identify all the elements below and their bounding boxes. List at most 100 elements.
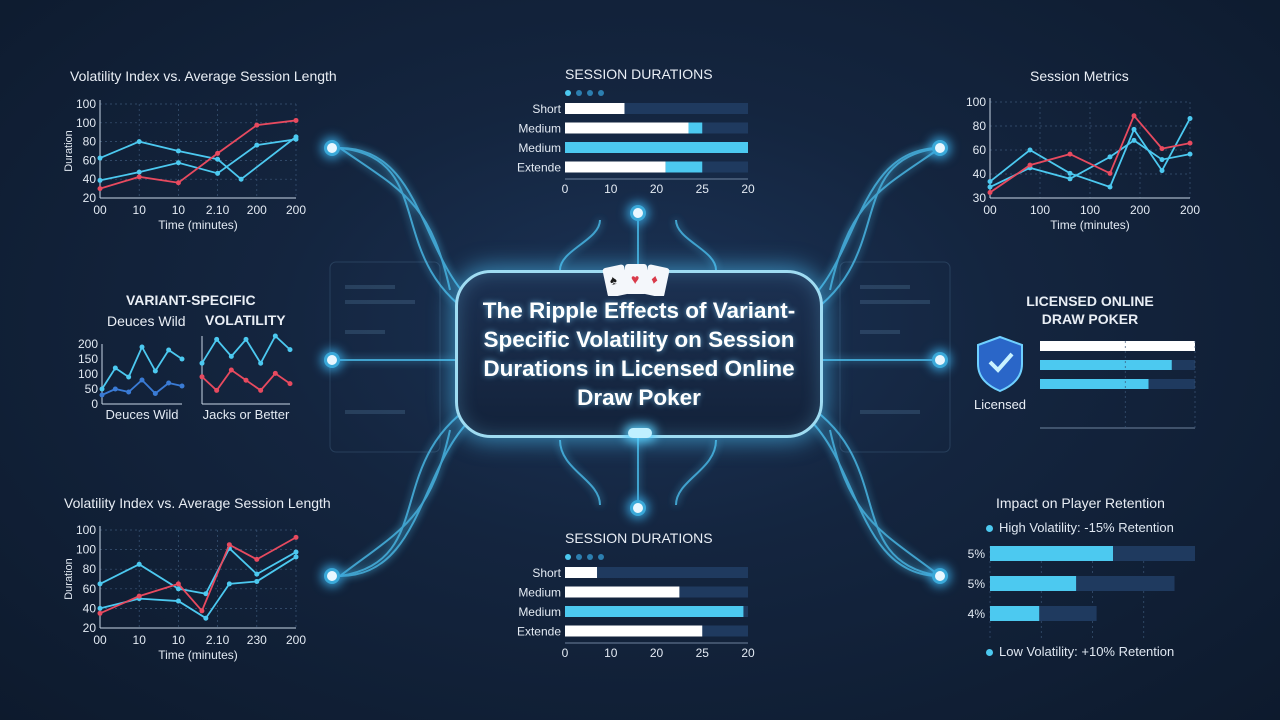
x-tick-label: 20 — [741, 182, 755, 196]
category-label: Short — [532, 102, 561, 116]
y-tick-label: 150 — [78, 352, 98, 366]
licensed-title: LICENSED ONLINE DRAW POKER — [1026, 293, 1154, 327]
category-label: Medium — [518, 605, 561, 619]
data-point — [1131, 137, 1137, 143]
y-tick-label: 30 — [973, 191, 987, 205]
x-axis-label: Time (minutes) — [158, 648, 238, 662]
data-point — [238, 176, 244, 182]
data-point — [199, 374, 205, 380]
data-point — [97, 186, 103, 192]
data-point — [214, 387, 220, 393]
chart-title: Volatility Index vs. Average Session Len… — [64, 495, 331, 511]
data-point — [175, 180, 181, 186]
data-point — [1067, 151, 1073, 157]
bar — [1040, 341, 1195, 351]
data-point — [1107, 154, 1113, 160]
x-tick-label: 0 — [562, 182, 569, 196]
data-point — [136, 169, 142, 175]
data-point — [126, 389, 132, 395]
data-point — [987, 184, 993, 190]
x-tick-label: 200 — [286, 633, 306, 647]
x-tick-label: 20 — [650, 646, 664, 660]
data-point — [203, 615, 209, 621]
data-point — [1107, 170, 1113, 176]
data-point — [287, 347, 293, 353]
x-tick-label: 0 — [1037, 433, 1044, 434]
category-label: 5% — [968, 577, 986, 591]
x-tick-label: 25 — [696, 646, 710, 660]
x-tick-label: 10 — [133, 203, 147, 217]
data-point — [228, 353, 234, 359]
connector-node — [630, 205, 646, 221]
chart-title: Impact on Player Retention — [996, 495, 1165, 511]
data-point — [97, 177, 103, 183]
bar — [565, 625, 703, 637]
x-tick-label: 2.10 — [206, 203, 230, 217]
data-point — [1187, 115, 1193, 121]
data-point — [254, 556, 260, 562]
x-tick-label: 00 — [983, 203, 997, 217]
y-tick-label: 100 — [78, 367, 98, 381]
x-tick-label: 00 — [93, 203, 107, 217]
legend-label: Low Volatility: +10% Retention — [999, 644, 1175, 659]
series-line — [99, 556, 297, 620]
data-point — [166, 380, 172, 386]
x-axis-label: Time (minutes) — [158, 218, 238, 232]
bar-track — [565, 103, 748, 114]
x-axis-label: Deuces Wild — [106, 407, 179, 422]
y-tick-label: 40 — [973, 167, 987, 181]
data-point — [136, 139, 142, 145]
data-point — [175, 160, 181, 166]
y-tick-label: 60 — [83, 582, 97, 596]
legend-dot — [986, 525, 993, 533]
svg-text:♦: ♦ — [650, 271, 660, 287]
svg-text:♠: ♠ — [608, 272, 618, 288]
category-label: Extende — [517, 625, 561, 639]
data-point — [293, 117, 299, 123]
pagination-dots — [565, 90, 604, 96]
y-tick-label: 80 — [83, 135, 97, 149]
line-chart-jacks-or-better: Jacks or Better — [199, 333, 293, 422]
data-point — [1067, 176, 1073, 182]
data-point — [112, 365, 118, 371]
x-tick-label: 200 — [247, 203, 267, 217]
data-point — [987, 190, 993, 196]
data-point — [179, 383, 185, 389]
data-point — [226, 581, 232, 587]
svg-text:♥: ♥ — [631, 271, 639, 287]
x-tick-label: 0 — [562, 646, 569, 660]
connector-node — [932, 352, 948, 368]
variant-subtitle-volatility: VOLATILITY — [205, 312, 286, 328]
chart-title: SESSION DURATIONS — [565, 66, 713, 82]
bar — [565, 567, 598, 578]
x-tick-label: 100 — [1030, 203, 1050, 217]
data-point — [203, 591, 209, 597]
bar-track — [565, 567, 748, 578]
data-point — [293, 136, 299, 142]
data-point — [179, 356, 185, 362]
data-point — [1187, 140, 1193, 146]
line-chart-volatility-bottom: 20 40 60 80 100 100 00 10 10 2.10 230 200 Time (minu… — [63, 523, 306, 662]
data-point — [215, 150, 221, 156]
data-point — [97, 155, 103, 161]
data-point — [166, 347, 172, 353]
y-tick-label: 40 — [83, 601, 97, 615]
data-point — [243, 377, 249, 383]
data-point — [97, 605, 103, 611]
licensed-badge-label: Licensed — [974, 397, 1027, 412]
connector-node — [324, 568, 340, 584]
bar — [565, 122, 689, 134]
x-axis-label: Jacks or Better — [203, 407, 290, 422]
data-point — [99, 392, 105, 398]
category-label: 5% — [968, 547, 986, 561]
data-point — [152, 391, 158, 396]
y-tick-label: 40 — [83, 172, 97, 186]
x-tick-label: 20 — [741, 646, 755, 660]
connector-node — [932, 140, 948, 156]
data-point — [152, 368, 158, 374]
data-point — [139, 344, 145, 350]
